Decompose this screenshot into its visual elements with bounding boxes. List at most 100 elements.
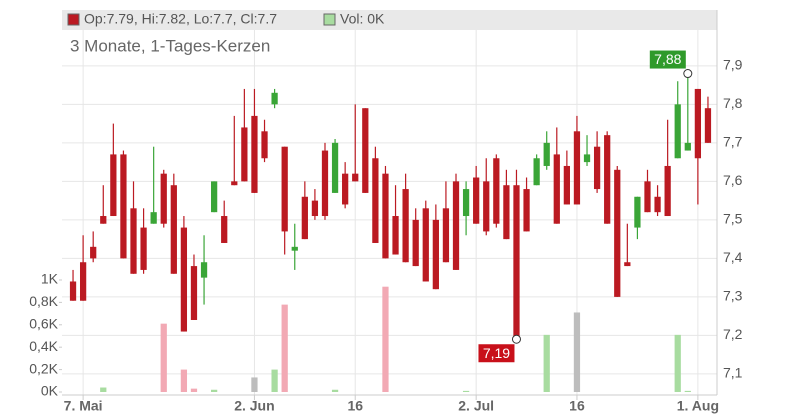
candle-body <box>241 127 248 182</box>
volume-bar <box>331 389 339 392</box>
volume-bar <box>190 388 198 392</box>
candle-body <box>342 173 349 205</box>
candle-body <box>412 219 419 267</box>
candle-body <box>382 173 389 259</box>
y-tick-label: 7,5 <box>723 211 743 227</box>
candle-body <box>523 189 530 232</box>
volume-bar <box>573 312 581 392</box>
candle-body <box>593 146 601 190</box>
y-tick-label: 7,6 <box>723 172 743 188</box>
y-tick-label: 7,1 <box>723 365 743 381</box>
x-tick-label: 2. Jun <box>234 398 274 414</box>
candle-body <box>644 181 651 213</box>
candle-body <box>301 196 308 240</box>
candle-body <box>634 196 641 228</box>
legend-swatch <box>323 13 336 26</box>
candle-body <box>362 108 369 193</box>
annotation-marker <box>683 69 693 79</box>
header-bar <box>62 10 717 30</box>
candle-body <box>533 158 540 186</box>
y-tick-label: 7,7 <box>723 134 743 150</box>
candle-body <box>573 131 581 205</box>
candle-body <box>483 181 490 232</box>
volume-bar <box>382 286 389 392</box>
candle-body <box>402 189 409 263</box>
x-tick-label: 1. Aug <box>677 398 719 414</box>
x-tick-label: 2. Jul <box>458 398 494 414</box>
candle-body <box>392 216 399 255</box>
volume-bar <box>180 369 188 392</box>
candle-body <box>271 92 278 105</box>
volume-bar <box>160 323 167 392</box>
candle-body <box>130 208 137 274</box>
volume-bar <box>100 387 107 392</box>
candle-body <box>493 158 500 224</box>
y2-tick-label: 0,8K <box>29 293 58 309</box>
candle-body <box>704 108 712 143</box>
candle-body <box>654 196 661 213</box>
candle-body <box>513 185 520 340</box>
candle-body <box>624 262 631 267</box>
candle-body <box>462 189 470 217</box>
y-tick-label: 7,4 <box>723 249 743 265</box>
annotation-box <box>478 344 515 363</box>
candle-body <box>503 185 510 240</box>
y2-tick-label: 0,2K <box>29 360 58 376</box>
candle-body <box>180 227 188 332</box>
annotation-marker <box>511 334 521 344</box>
candle-body <box>291 246 298 251</box>
candle-body <box>432 219 439 290</box>
candle-body <box>604 135 611 224</box>
x-tick-label: 7. Mai <box>64 398 103 414</box>
annotation-label: 7,19 <box>483 345 510 361</box>
candle-body <box>563 165 570 205</box>
candle-body <box>160 173 167 224</box>
candle-body <box>190 266 198 320</box>
volume-bar <box>684 390 691 392</box>
candle-body <box>311 200 319 217</box>
candle-body <box>261 131 268 159</box>
y-tick-label: 7,9 <box>723 57 743 73</box>
candle-body <box>221 216 228 243</box>
candle-body <box>100 216 107 224</box>
candle-body <box>684 142 691 151</box>
candle-body <box>150 212 157 224</box>
y-tick-label: 7,3 <box>723 288 743 304</box>
y-tick-label: 7,2 <box>723 326 743 342</box>
candle-body <box>79 262 87 301</box>
x-tick-label: 16 <box>347 398 363 414</box>
volume-bar <box>211 389 218 392</box>
candle-body <box>231 181 238 186</box>
candle-body <box>422 208 429 282</box>
candle-body <box>120 154 127 259</box>
candle-body <box>321 150 329 217</box>
candle-body <box>442 208 450 263</box>
volume-bar <box>281 304 288 392</box>
candle-body <box>352 173 359 182</box>
x-tick-label: 16 <box>569 398 585 414</box>
volume-bar <box>271 369 278 392</box>
y-tick-label: 7,8 <box>723 95 743 111</box>
volume-bar <box>251 377 258 392</box>
volume-bar <box>543 334 550 392</box>
candle-body <box>200 262 208 278</box>
candle-body <box>583 154 591 163</box>
candle-body <box>211 181 218 213</box>
candle-body <box>664 165 671 217</box>
candle-body <box>372 158 379 243</box>
candle-body <box>614 169 621 297</box>
candle-body <box>674 104 681 159</box>
candle-body <box>140 227 147 270</box>
candle-body <box>452 181 460 270</box>
annotation-box <box>649 50 686 69</box>
candle-body <box>110 154 117 217</box>
y2-tick-label: 0K <box>41 383 59 399</box>
candle-body <box>170 185 177 274</box>
y2-tick-label: 0,4K <box>29 338 58 354</box>
candle-body <box>69 281 77 301</box>
legend-swatch <box>67 13 80 26</box>
candle-body <box>251 115 258 193</box>
subtitle: 3 Monate, 1-Tages-Kerzen <box>70 36 270 55</box>
legend-volume: Vol: 0K <box>340 11 385 27</box>
